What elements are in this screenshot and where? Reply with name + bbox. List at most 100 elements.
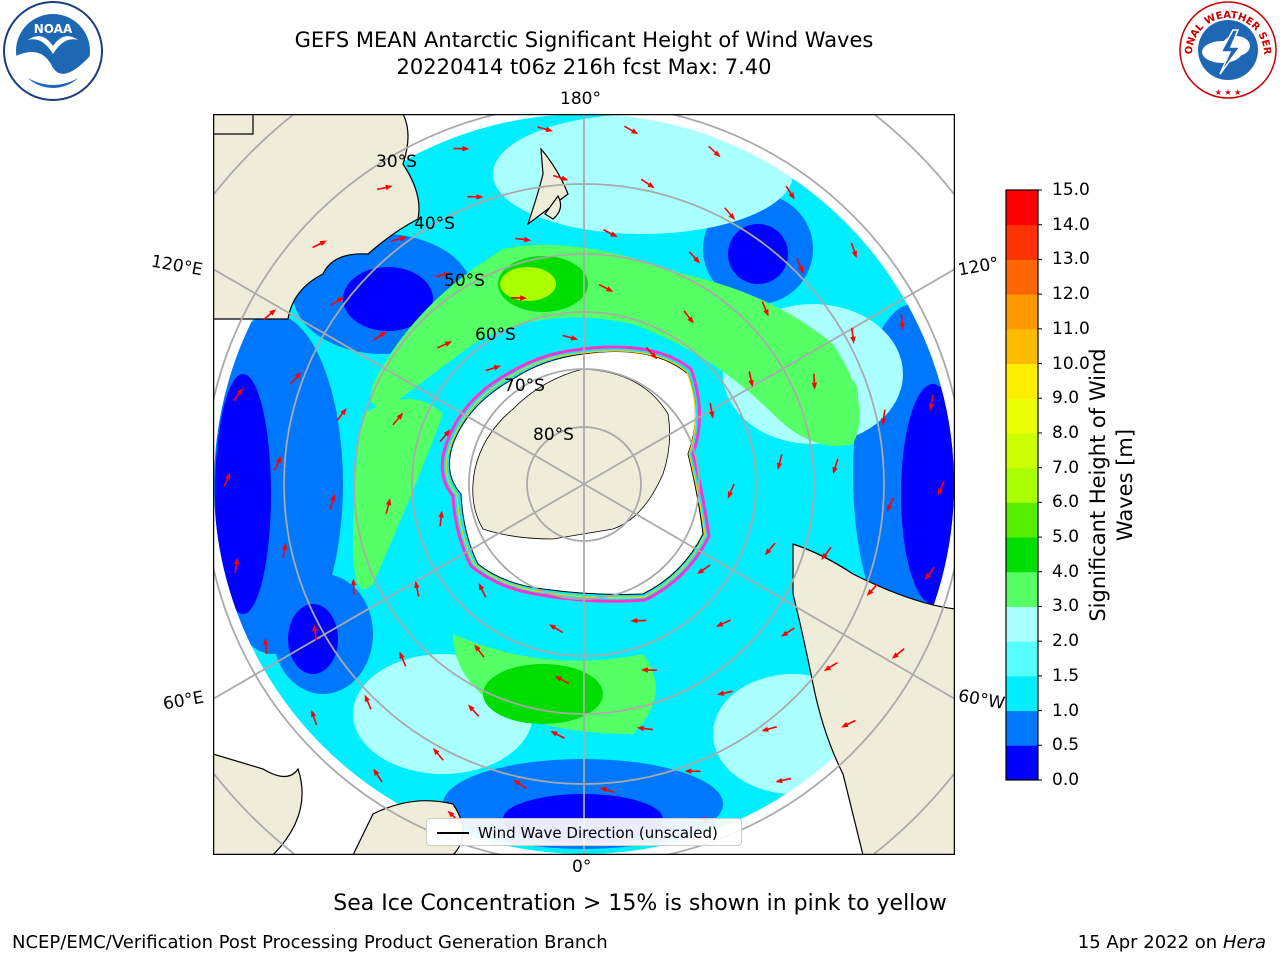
- wave-arrow-head: [599, 787, 607, 793]
- sea-ice-note: Sea Ice Concentration > 15% is shown in …: [333, 891, 947, 916]
- colorbar-segment: [1006, 224, 1038, 260]
- wave-arrow-head: [545, 126, 554, 133]
- landmasses: [213, 114, 955, 855]
- wave-arrow-head: [899, 322, 905, 330]
- colorbar-segment: [1006, 502, 1038, 538]
- wave-arrow-head: [438, 510, 444, 518]
- colorbar-tick-label: 12.0: [1052, 284, 1090, 305]
- graticule: [213, 114, 955, 855]
- colorbar-tick-label: 2.0: [1052, 631, 1080, 652]
- wave-arrow-head: [630, 618, 638, 624]
- colorbar: [1005, 189, 1042, 781]
- lon-label-120w: 120°: [956, 253, 1001, 281]
- wave-arrow-head: [548, 624, 557, 631]
- wave-arrow-head: [841, 722, 849, 728]
- footer-credit: NCEP/EMC/Verification Post Processing Pr…: [12, 932, 608, 953]
- wave-arrow-head: [728, 213, 736, 221]
- wave-arrow-head: [650, 352, 658, 360]
- wave-arrow-head: [385, 498, 392, 506]
- wave-arrow-head: [776, 462, 783, 470]
- wave-arrow-head: [687, 316, 694, 324]
- colorbar-label: Significant Height of Wind Waves [m]: [1086, 348, 1137, 622]
- svg-text:★ ★ ★: ★ ★ ★: [1215, 88, 1242, 97]
- colorbar-tick-label: 13.0: [1052, 249, 1090, 270]
- colorbar-segment: [1006, 259, 1038, 295]
- legend-line-swatch: [437, 832, 469, 834]
- wave-arrow-head: [610, 231, 618, 238]
- wave-arrow-head: [364, 694, 370, 703]
- wave-arrow-head: [832, 466, 838, 475]
- wave-arrow-head: [748, 379, 754, 388]
- wave-arrow-head: [928, 403, 935, 411]
- colorbar-tick-label: 4.0: [1052, 561, 1080, 582]
- wave-arrow-head: [275, 456, 282, 464]
- colorbar-tick-label: 5.0: [1052, 527, 1080, 548]
- wave-arrow-head: [605, 286, 614, 292]
- svg-text:NOAA: NOAA: [34, 22, 73, 36]
- wave-arrow-head: [823, 665, 832, 672]
- wave-arrow-head: [924, 572, 932, 581]
- wave-arrow-head: [311, 709, 317, 718]
- wave-arrow-head: [462, 146, 470, 152]
- colorbar-segment: [1006, 537, 1038, 573]
- colorbar-tick-label: 0.5: [1052, 735, 1080, 756]
- wave-arrow-head: [224, 472, 231, 480]
- colorbar-tick-label: 0.0: [1052, 770, 1080, 790]
- colorbar-tick-label: 14.0: [1052, 214, 1090, 235]
- lat-label-30s: 30°S: [376, 152, 417, 172]
- wave-arrow-head: [399, 236, 407, 242]
- colorbar-tick-label: 8.0: [1052, 422, 1080, 443]
- wave-arrow-head: [336, 296, 345, 303]
- wave-arrow-head: [493, 365, 501, 371]
- colorbar-tick-label: 3.0: [1052, 596, 1080, 617]
- colorbar-tick-label: 1.5: [1052, 665, 1080, 686]
- wave-arrow-head: [761, 726, 769, 732]
- wave-arrow-head: [713, 150, 721, 158]
- wave-arrow-head: [886, 504, 893, 512]
- wave-arrow-head: [727, 491, 733, 499]
- wind-wave-arrows: [223, 125, 945, 843]
- wave-arrow-head: [319, 240, 327, 246]
- lon-label-120e: 120°E: [149, 251, 205, 281]
- wave-arrow-head: [763, 309, 769, 317]
- wave-arrow-head: [696, 567, 705, 575]
- wave-arrow-head: [640, 667, 648, 673]
- wave-arrow-head: [432, 747, 440, 755]
- colorbar-segment: [1006, 606, 1038, 642]
- wave-arrow-head: [513, 779, 521, 786]
- colorbar-tick-label: 10.0: [1052, 353, 1090, 374]
- wave-arrow-head: [350, 578, 357, 586]
- colorbar-segment: [1006, 571, 1038, 607]
- wave-arrow-head: [811, 382, 818, 390]
- colorbar-segment: [1006, 190, 1038, 226]
- wave-arrow-head: [709, 411, 715, 419]
- wave-arrow-head: [312, 624, 318, 632]
- nws-logo: NATIONAL WEATHER SERVICE ★ ★ ★: [1178, 0, 1277, 99]
- lat-label-70s: 70°S: [504, 376, 545, 396]
- wave-arrow-head: [476, 194, 484, 200]
- wave-arrow-head: [937, 488, 944, 496]
- colorbar-segment: [1006, 745, 1038, 781]
- wave-arrow-head: [570, 335, 579, 341]
- wave-arrow-head: [233, 557, 240, 565]
- lat-label-60s: 60°S: [475, 325, 516, 345]
- wave-arrow-head: [447, 810, 455, 818]
- map-title: GEFS MEAN Antarctic Significant Height o…: [294, 28, 874, 52]
- lon-label-180: 180°: [560, 89, 601, 109]
- colorbar-segment: [1006, 432, 1038, 469]
- legend-label: Wind Wave Direction (unscaled): [478, 824, 718, 842]
- wave-arrow-head: [396, 412, 404, 420]
- colorbar-tick-label: 1.0: [1052, 700, 1080, 721]
- wave-arrow-head: [281, 542, 288, 550]
- wave-arrow-head: [775, 777, 783, 784]
- wave-arrow-head: [340, 407, 347, 416]
- wave-arrow-head: [467, 704, 475, 712]
- colorbar-tick-label: 15.0: [1052, 180, 1090, 200]
- wave-arrow-head: [684, 768, 692, 774]
- footer-date: 15 Apr 2022 on Hera: [1077, 932, 1266, 953]
- wave-arrow-head: [715, 621, 724, 627]
- colorbar-segment: [1006, 294, 1038, 330]
- lon-label-0: 0°: [572, 857, 592, 877]
- colorbar-segment: [1006, 363, 1038, 399]
- wave-arrow-head: [414, 580, 420, 589]
